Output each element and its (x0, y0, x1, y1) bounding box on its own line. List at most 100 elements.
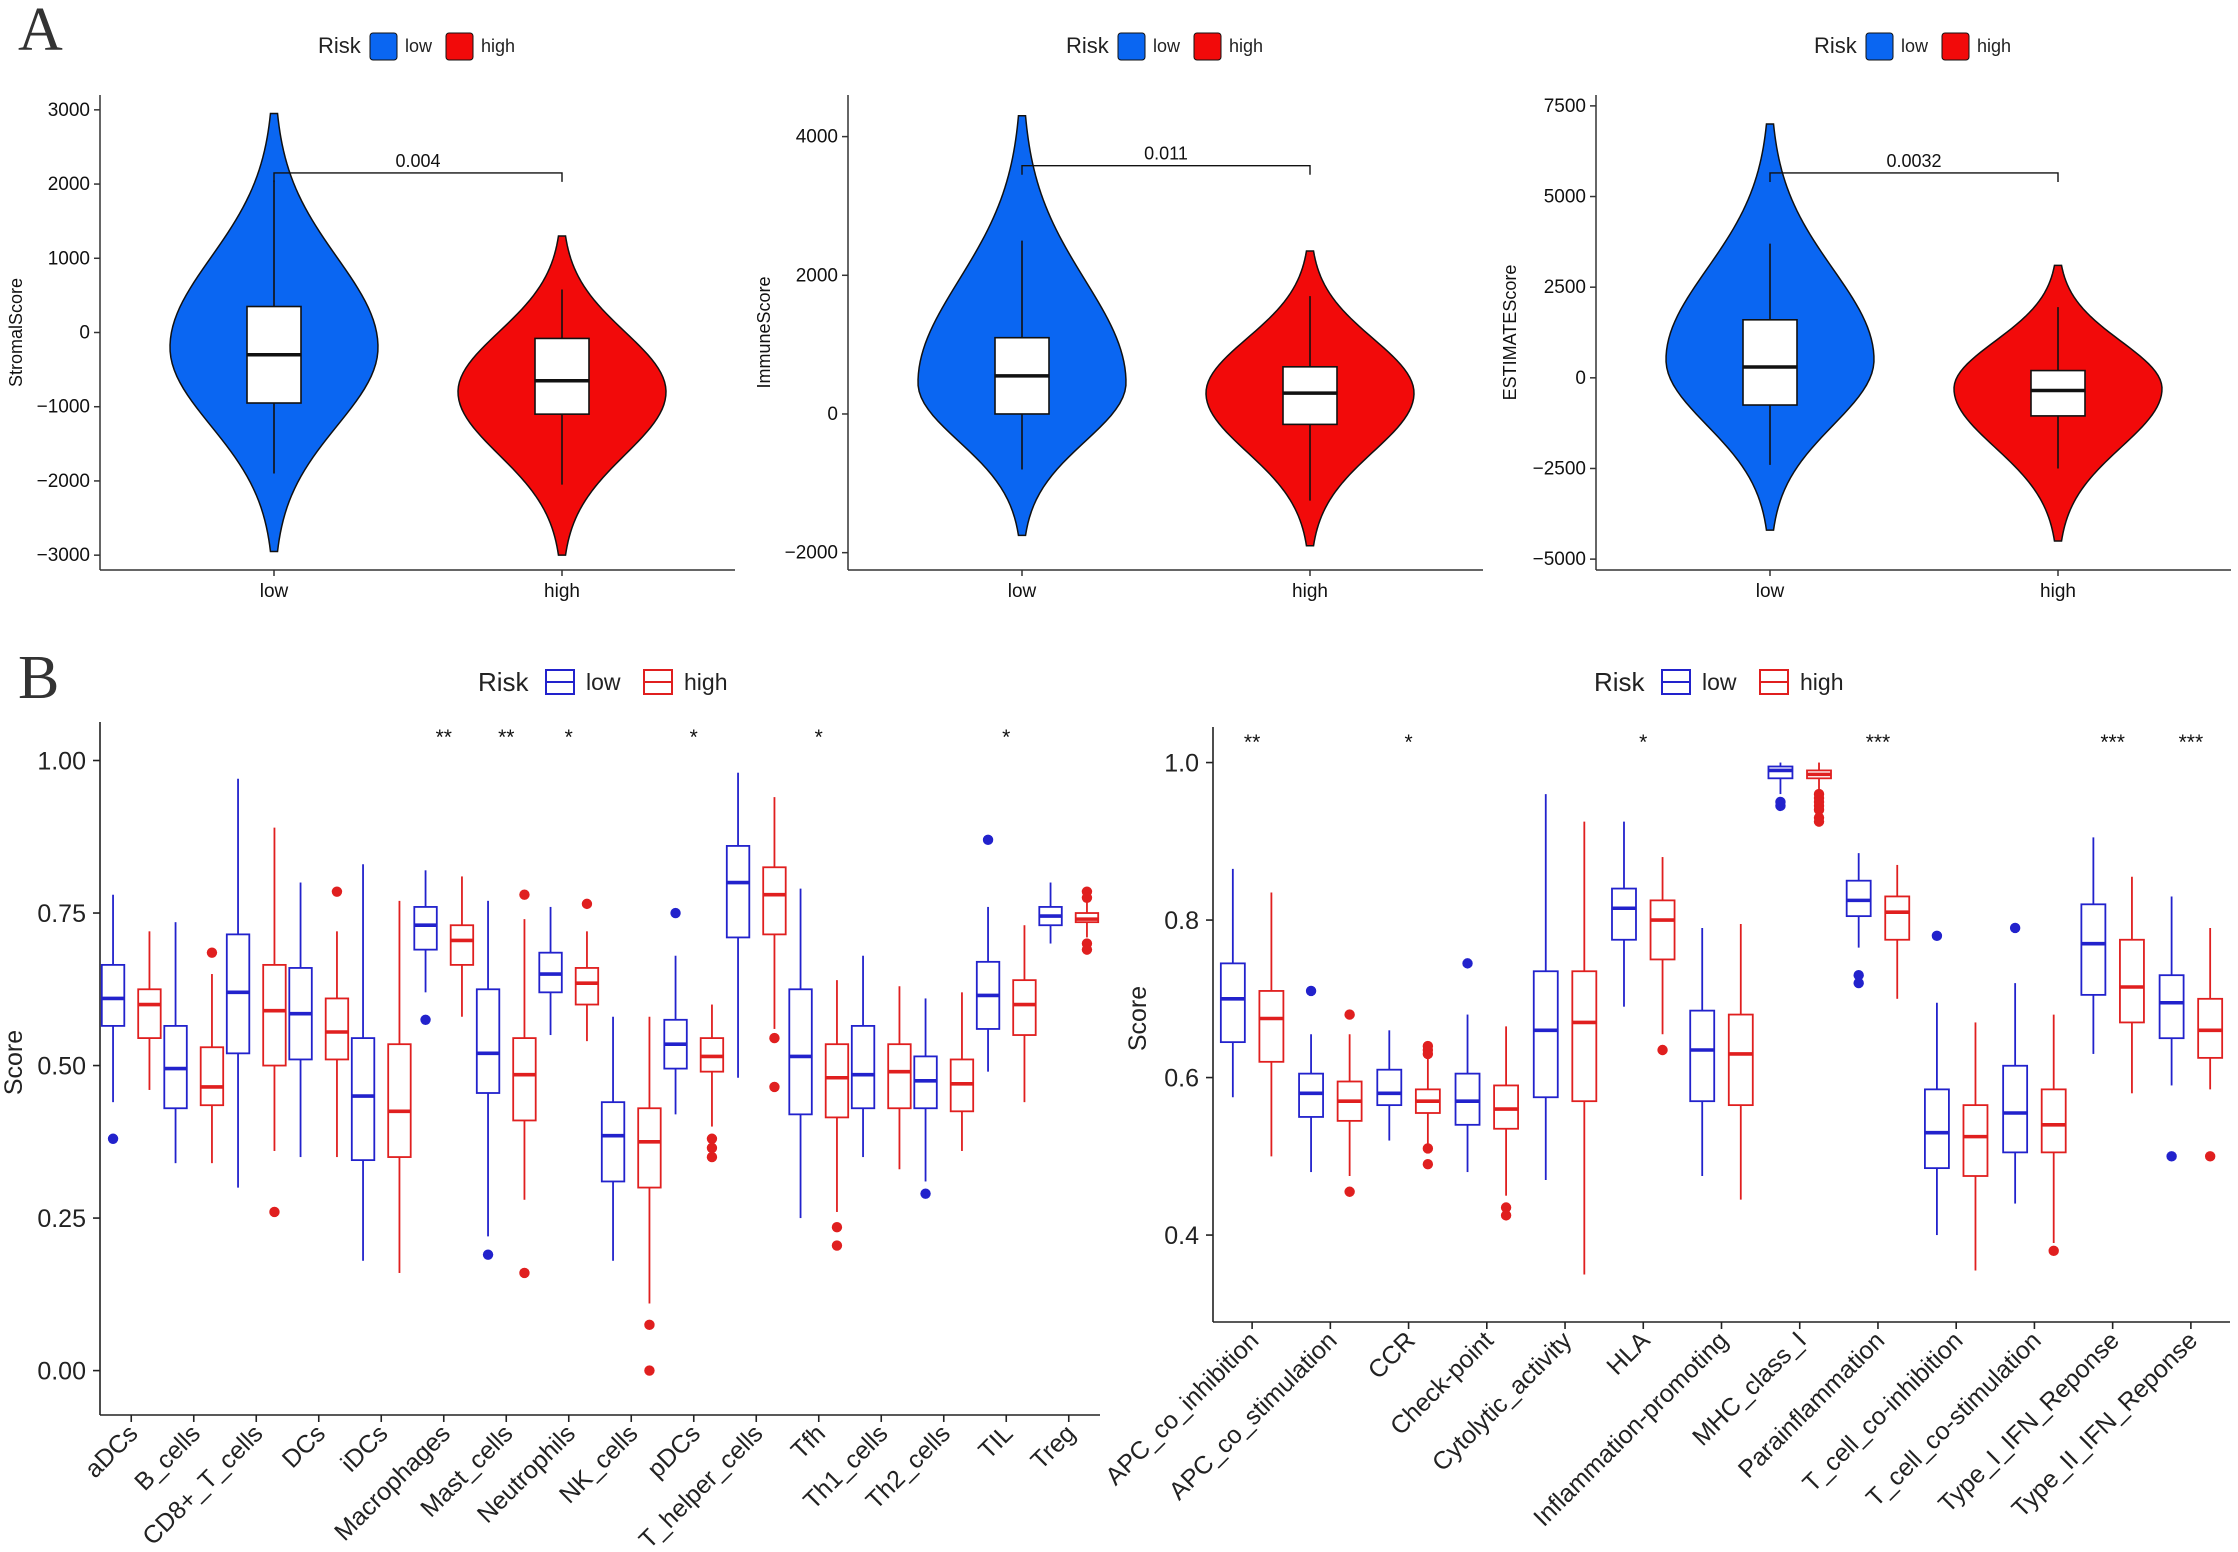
panel-label-b: B (18, 644, 59, 712)
box-high (199, 1046, 225, 1107)
outlier-point-low (2009, 922, 2021, 934)
outlier-point-high (2048, 1245, 2059, 1257)
box-high (574, 967, 600, 1006)
x-tick-label: low (1008, 581, 1037, 602)
x-tick-label: CCR (1363, 1326, 1421, 1384)
box-low (1454, 1072, 1481, 1126)
p-value-bracket (273, 172, 563, 182)
outlier-point-high (706, 1133, 718, 1144)
legend-label-low: low (586, 669, 621, 695)
x-tick-label: Tfh (786, 1419, 831, 1464)
y-tick-label: 0 (827, 404, 838, 425)
p-value-label: 0.004 (395, 151, 440, 171)
box-high (1571, 970, 1598, 1103)
legend-swatch-high (1193, 32, 1222, 61)
violin-chart-StromalScore: Risk low high −3000 −2000 −1000 0 1000 2000 3000 S… (6, 32, 735, 602)
outlier-point-high (769, 1032, 780, 1044)
outlier-point-high (1344, 1009, 1355, 1020)
outlier-point-low (107, 1133, 119, 1144)
y-tick-label: 1.00 (37, 748, 86, 776)
y-tick-label: −1000 (37, 397, 90, 418)
y-tick-label: 7500 (1544, 96, 1586, 117)
x-tick-label: high (1292, 581, 1328, 602)
y-tick-label: 0 (79, 323, 90, 344)
significance-label: * (1639, 731, 1647, 754)
box-low (1689, 1009, 1716, 1103)
y-axis-label: Score (0, 1030, 28, 1095)
y-tick-label: 0.6 (1164, 1065, 1199, 1093)
significance-label: * (1002, 726, 1010, 749)
outlier-point-high (519, 889, 530, 900)
charts-container: Risk low high −3000 −2000 −1000 0 1000 2000 3000 S… (0, 32, 2231, 1552)
outlier-point-high (1813, 816, 1825, 827)
outlier-point-high (644, 1319, 655, 1331)
legend-title: Risk (1594, 667, 1646, 697)
outlier-point-low (982, 834, 994, 846)
y-tick-label: −2000 (37, 471, 90, 492)
box-low (788, 988, 813, 1116)
box-low (1219, 962, 1246, 1044)
y-tick-label: 0.4 (1164, 1222, 1199, 1250)
legend-title: Risk (1066, 33, 1110, 58)
legend-label-high: high (481, 36, 515, 56)
box-high (887, 1043, 912, 1110)
box-high (262, 963, 287, 1067)
boxplot-chart-3: Risk low high0.000.250.500.751.00ScoreaDCs… (0, 667, 1100, 1552)
outlier-point-high (581, 898, 593, 910)
y-tick-label: 4000 (796, 127, 838, 148)
outlier-point-high (769, 1081, 780, 1093)
box-high (637, 1107, 662, 1189)
significance-label: * (690, 726, 698, 749)
box-high (137, 988, 162, 1039)
box-low (1742, 319, 1798, 406)
x-tick-label: low (260, 581, 289, 602)
outlier-point-low (420, 1014, 431, 1025)
box-high (2030, 369, 2086, 417)
significance-label: ** (436, 726, 452, 749)
legend-swatch-low (1865, 32, 1894, 61)
outlier-point-high (706, 1151, 718, 1163)
outlier-point-high (1344, 1186, 1355, 1197)
p-value-bracket (1021, 165, 1311, 175)
outlier-point-high (1500, 1210, 1512, 1221)
box-high (1258, 990, 1285, 1063)
boxplot-chart-4: Risk low high0.40.60.81.0ScoreAPC_co_inhib… (1100, 667, 2230, 1532)
box-low (1767, 765, 1794, 780)
box-low (2002, 1064, 2029, 1154)
y-tick-label: 1000 (48, 248, 90, 269)
x-tick-label: TIL (973, 1419, 1018, 1464)
box-high (2040, 1088, 2067, 1154)
legend-title: Risk (1814, 33, 1858, 58)
p-value-label: 0.011 (1144, 144, 1188, 164)
y-tick-label: 0.8 (1164, 907, 1199, 935)
legend-label-low: low (1901, 36, 1929, 56)
legend-swatch-high (445, 32, 474, 61)
outlier-point-high (331, 886, 343, 897)
legend-label-high: high (1977, 36, 2011, 56)
outlier-point-high (831, 1240, 843, 1251)
box-high (1012, 979, 1037, 1036)
y-tick-label: 2000 (48, 174, 90, 195)
box-low (1532, 970, 1559, 1099)
x-tick-label: high (2040, 581, 2076, 602)
outlier-point-high (1813, 804, 1825, 816)
legend-title: Risk (318, 33, 362, 58)
outlier-point-high (1657, 1044, 1668, 1056)
outlier-point-low (1931, 930, 1943, 942)
y-tick-label: 0.25 (37, 1205, 86, 1233)
outlier-point-low (1305, 985, 1317, 997)
x-tick-label: Parainflammation (1733, 1326, 1890, 1483)
outlier-point-high (1422, 1158, 1434, 1170)
outlier-point-low (482, 1249, 494, 1260)
box-high (387, 1043, 412, 1158)
y-tick-label: 2000 (796, 265, 838, 286)
outlier-point-high (519, 1267, 530, 1279)
box-low (1298, 1072, 1324, 1118)
box-high (324, 997, 350, 1061)
box-low (413, 906, 438, 951)
outlier-point-high (2204, 1151, 2216, 1162)
box-low (1845, 879, 1872, 918)
y-axis-label: ImmuneScore (754, 276, 774, 388)
violin-chart-ESTIMATEScore: Risk low high −5000 −2500 0 2500 5000 7500 ESTIMA… (1500, 32, 2231, 602)
